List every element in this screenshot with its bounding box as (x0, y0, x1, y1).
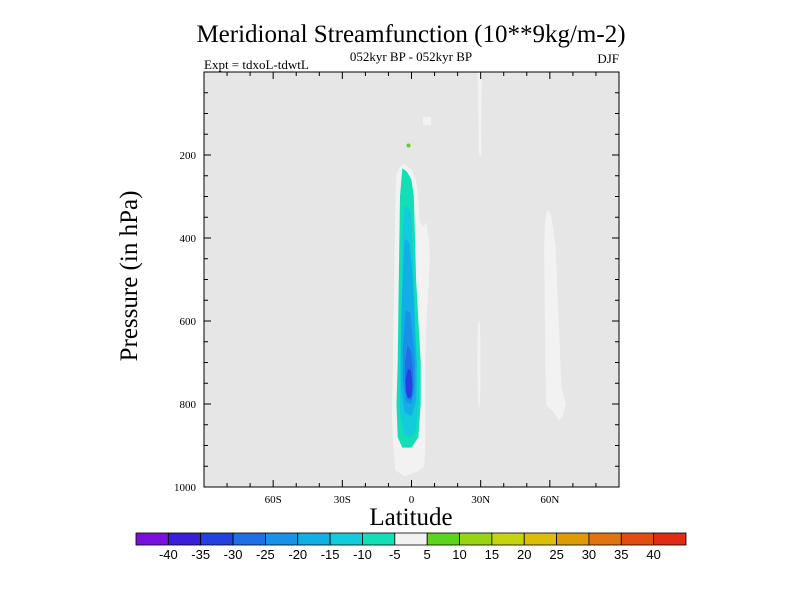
colorbar-label: -25 (256, 547, 275, 562)
colorbar-label: -40 (159, 547, 178, 562)
x-tick-label: 60S (265, 494, 282, 506)
colorbar-label: -35 (191, 547, 210, 562)
colorbar-swatch (653, 532, 687, 546)
colorbar-label: -30 (224, 547, 243, 562)
colorbar-swatch (362, 532, 396, 546)
contour-fills (391, 72, 566, 477)
colorbar-swatch (167, 532, 202, 546)
colorbar-label: 10 (452, 547, 466, 562)
colorbar-label: 35 (614, 547, 628, 562)
colorbar-swatch (620, 532, 655, 546)
colorbar-label: 5 (424, 547, 431, 562)
axis-ticks: 60S 30S 0 30N 60N 200 400 600 800 1000 (174, 72, 619, 506)
colorbar: -40 -35 -30 -25 -20 -15 -10 -5 5 10 15 20 25 30 35 40 (135, 532, 687, 562)
colorbar-label: 20 (517, 547, 531, 562)
colorbar-label: -20 (288, 547, 307, 562)
y-axis-label: Pressure (in hPa) (116, 191, 143, 362)
x-tick-label: 30N (471, 494, 490, 506)
chart-title: Meridional Streamfunction (10**9kg/m-2) (196, 21, 625, 48)
contour-level--5 (423, 116, 432, 126)
contour-level-5 (406, 143, 411, 148)
x-axis-label: Latitude (369, 504, 452, 531)
colorbar-label: 15 (485, 547, 499, 562)
colorbar-swatch (523, 532, 557, 546)
x-tick-label: 0 (409, 494, 415, 506)
colorbar-swatch (297, 532, 331, 546)
x-tick-label: 60N (540, 494, 559, 506)
colorbar-swatch (394, 532, 428, 546)
colorbar-swatch (459, 532, 493, 546)
colorbar-swatch (200, 532, 234, 546)
colorbar-swatch (556, 532, 590, 546)
colorbar-swatch (265, 532, 299, 546)
y-tick-label: 600 (180, 316, 197, 328)
colorbar-swatch (135, 532, 169, 546)
colorbar-label: -15 (321, 547, 340, 562)
contour-level--5 (477, 320, 481, 409)
colorbar-label: 25 (549, 547, 563, 562)
colorbar-label: 40 (646, 547, 660, 562)
contour-level--35 (405, 368, 413, 399)
x-tick-label: 30S (334, 494, 351, 506)
colorbar-label: -10 (353, 547, 372, 562)
colorbar-swatch (232, 532, 266, 546)
chart-subtitle-center: 052kyr BP - 052kyr BP (350, 49, 472, 64)
y-tick-label: 200 (180, 150, 197, 162)
chart-subtitle-right: DJF (597, 51, 619, 66)
colorbar-swatch (426, 532, 460, 546)
colorbar-label: -5 (389, 547, 401, 562)
colorbar-swatch (491, 532, 525, 546)
y-tick-label: 800 (180, 399, 197, 411)
colorbar-swatch (588, 532, 622, 546)
y-tick-label: 1000 (174, 482, 197, 494)
contour-level--5 (544, 209, 566, 421)
contour-level--5 (477, 72, 482, 158)
colorbar-swatch (329, 532, 363, 546)
y-tick-label: 400 (180, 233, 197, 245)
colorbar-label: 30 (582, 547, 596, 562)
chart-subtitle-left: Expt = tdxoL-tdwtL (204, 57, 309, 72)
